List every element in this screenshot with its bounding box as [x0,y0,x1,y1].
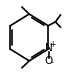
Text: -: - [51,58,54,67]
Text: N: N [45,43,53,53]
Text: O: O [45,56,53,66]
Text: +: + [49,40,55,49]
